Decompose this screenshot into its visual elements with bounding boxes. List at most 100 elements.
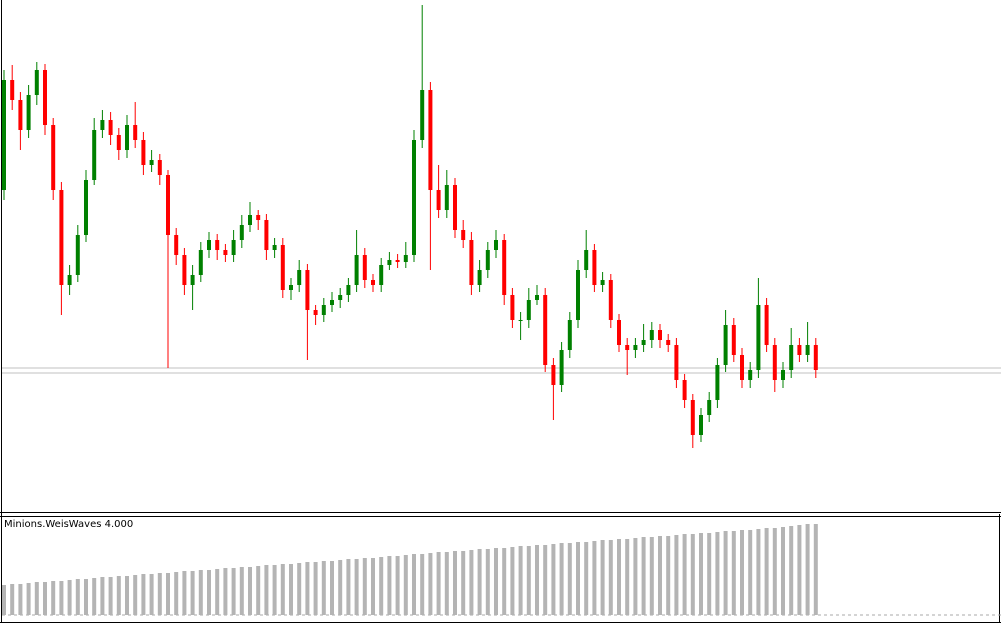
candle-body <box>354 255 359 285</box>
candle-body <box>600 280 605 285</box>
histogram-bar <box>133 575 138 615</box>
histogram-bar <box>166 573 170 615</box>
candle-body <box>149 160 154 165</box>
candle-body <box>18 100 23 130</box>
histogram-bar <box>781 527 785 615</box>
histogram-bar <box>461 551 466 615</box>
histogram-bar <box>313 562 318 615</box>
candle-body <box>526 300 531 320</box>
histogram-bar <box>551 544 556 615</box>
histogram-bar <box>371 558 375 615</box>
candle-body <box>313 310 318 315</box>
candle-body <box>592 250 597 285</box>
candle-body <box>371 280 375 285</box>
candle-body <box>338 295 343 300</box>
candle-body <box>223 250 228 255</box>
histogram-bar <box>280 564 285 615</box>
histogram-bar <box>190 571 195 615</box>
candle-body <box>67 275 72 285</box>
histogram-bar <box>535 545 539 615</box>
histogram-bar <box>84 579 88 615</box>
histogram-bar <box>321 561 326 615</box>
candle-body <box>748 370 753 380</box>
histogram-bar <box>412 554 416 615</box>
candle-body <box>51 125 56 190</box>
candle-body <box>289 285 293 290</box>
candle-body <box>469 240 474 285</box>
histogram-bar <box>51 581 56 615</box>
histogram-bar <box>494 548 498 615</box>
histogram-bar <box>805 524 810 615</box>
candle-body <box>649 330 654 340</box>
candle-body <box>10 80 15 100</box>
histogram-bar <box>789 526 794 615</box>
candle-body <box>756 305 761 370</box>
candle-body <box>198 250 203 275</box>
candle-body <box>166 175 170 235</box>
histogram-bar <box>330 561 334 615</box>
histogram-bar <box>149 574 154 615</box>
candle-body <box>789 345 794 370</box>
candle-body <box>75 235 80 275</box>
candle-body <box>559 350 564 385</box>
histogram-bar <box>182 571 187 615</box>
candle-body <box>84 180 88 235</box>
histogram-bar <box>18 584 23 615</box>
histogram-bar <box>116 576 121 615</box>
candle-body <box>576 270 580 320</box>
histogram-bar <box>592 541 597 615</box>
histogram-bar <box>576 542 580 615</box>
histogram-bar <box>67 580 72 615</box>
candle-body <box>502 240 507 295</box>
candle-body <box>412 140 416 255</box>
candle-body <box>174 235 179 255</box>
candle-body <box>584 250 589 270</box>
histogram-bar <box>100 577 105 615</box>
histogram-bar <box>264 565 269 615</box>
candle-body <box>395 260 400 262</box>
histogram-bar <box>289 564 293 615</box>
candle-body <box>633 345 638 350</box>
candle-body <box>256 215 261 220</box>
histogram-bar <box>362 558 367 615</box>
candle-body <box>641 340 646 345</box>
candle-body <box>59 190 64 285</box>
histogram-bar <box>731 531 736 615</box>
histogram-bar <box>699 533 703 615</box>
histogram-bar <box>125 576 129 615</box>
candle-body <box>387 260 392 265</box>
candle-body <box>485 250 490 270</box>
histogram-bar <box>797 525 802 615</box>
histogram-bar <box>617 539 621 615</box>
histogram-bar <box>543 545 548 615</box>
histogram-bar <box>43 582 47 615</box>
histogram-bar <box>510 547 515 615</box>
histogram-bar <box>485 549 490 615</box>
histogram-bar <box>444 552 449 615</box>
histogram-bar <box>420 554 425 615</box>
candle-body <box>731 325 736 355</box>
candle-body <box>239 225 244 240</box>
candle-body <box>125 125 129 150</box>
histogram-bar <box>305 562 310 615</box>
histogram-bar <box>403 555 408 615</box>
histogram-bar <box>756 529 761 615</box>
candle-body <box>715 365 720 400</box>
histogram-bar <box>354 559 359 615</box>
histogram-bar <box>666 536 671 615</box>
candle-body <box>92 130 97 180</box>
candle-body <box>280 245 285 290</box>
histogram-bar <box>649 537 654 615</box>
candle-body <box>551 365 556 385</box>
candle-body <box>625 345 630 350</box>
candle-body <box>157 160 162 175</box>
candle-body <box>248 215 252 225</box>
histogram-bar <box>813 524 818 615</box>
histogram-bar <box>141 574 146 615</box>
candle-body <box>428 90 433 190</box>
histogram-bar <box>2 585 6 615</box>
histogram-bar <box>395 556 400 615</box>
candle-body <box>813 345 818 370</box>
candle-body <box>674 345 679 380</box>
